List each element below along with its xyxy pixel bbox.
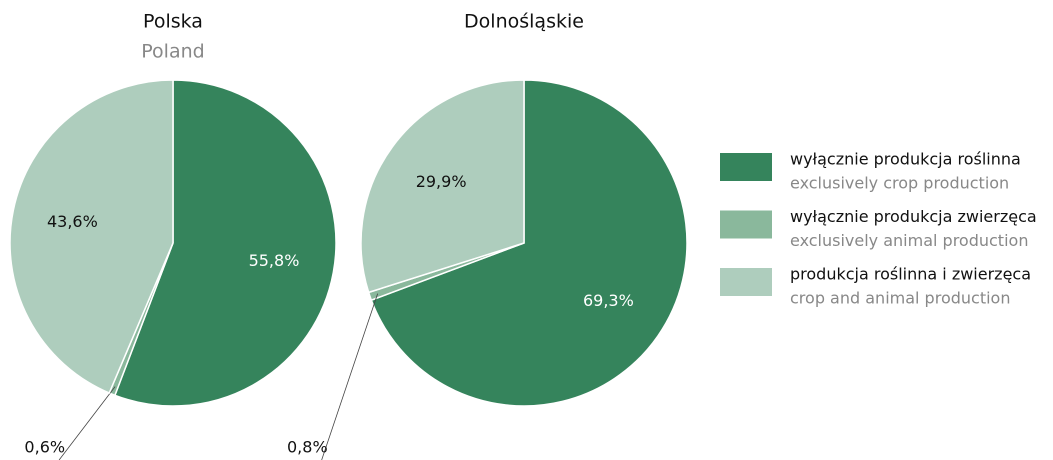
legend-label: produkcja roślinna i zwierzęca [790, 265, 1031, 284]
chart-title: Dolnośląskie [464, 11, 584, 33]
legend-swatch [720, 153, 772, 181]
chart-title: Polska [143, 11, 203, 33]
legend-swatch [720, 210, 772, 239]
chart-subtitle: Poland [141, 41, 204, 63]
legend-sublabel: exclusively crop production [790, 174, 1009, 193]
legend-label: wyłącznie produkcja zwierzęca [790, 207, 1037, 226]
data-label: 0,6% [24, 438, 65, 457]
data-label: 0,8% [287, 438, 328, 457]
legend-sublabel: exclusively animal production [790, 231, 1028, 250]
pie-slice [360, 79, 525, 294]
legend-label: wyłącznie produkcja roślinna [790, 150, 1021, 169]
data-label: 55,8% [249, 251, 300, 270]
legend-swatch [720, 268, 772, 296]
data-label: 29,9% [416, 172, 467, 191]
pie-slice [370, 79, 688, 407]
pie-slice [113, 79, 337, 407]
pie-slice [9, 79, 174, 394]
data-label: 69,3% [583, 291, 634, 310]
legend-sublabel: crop and animal production [790, 289, 1010, 308]
data-label: 43,6% [47, 212, 98, 231]
leader-line [321, 293, 379, 460]
leader-line [58, 386, 116, 460]
